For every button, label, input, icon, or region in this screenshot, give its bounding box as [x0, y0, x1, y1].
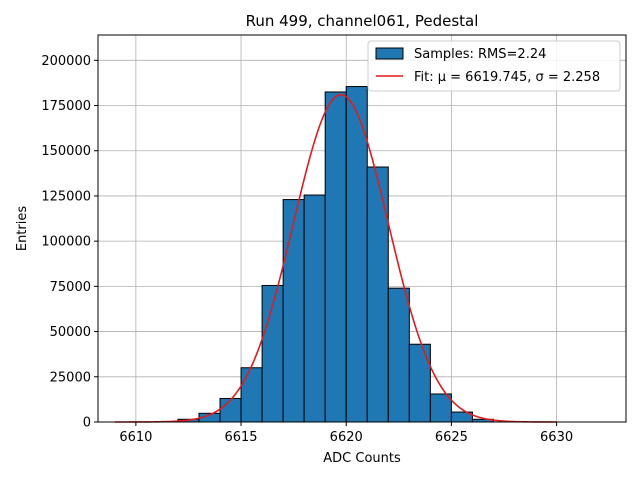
y-axis-ticks: 0 25000 50000 75000 100000 125000 150000 175000… — [41, 54, 98, 431]
histogram-bar — [282, 199, 305, 423]
histogram-bar — [303, 194, 326, 423]
histogram-bar — [429, 393, 452, 423]
y-tick-label: 125000 — [41, 189, 91, 204]
histogram-bar — [345, 86, 368, 423]
legend-label-histogram: Samples: RMS=2.24 — [414, 47, 546, 62]
y-tick-label: 25000 — [50, 370, 91, 385]
axes-frame — [97, 34, 627, 423]
x-tick-label: 6620 — [330, 430, 363, 445]
x-tick-label: 6610 — [119, 430, 152, 445]
histogram-bar — [387, 287, 410, 423]
gaussian-fit-curve — [114, 93, 557, 423]
legend-box — [367, 40, 621, 92]
chart-title: Run 499, channel061, Pedestal — [246, 12, 479, 30]
y-axis-label: Entries — [15, 206, 30, 252]
histogram-bar — [240, 367, 263, 423]
legend-label-fit: Fit: μ = 6619.745, σ = 2.258 — [414, 70, 600, 85]
histogram-bars — [156, 86, 494, 423]
legend-swatch-histogram — [375, 47, 404, 60]
y-tick-label: 75000 — [50, 280, 91, 295]
x-tick-label: 6615 — [224, 430, 257, 445]
y-tick-label: 50000 — [50, 325, 91, 340]
y-tick-label: 200000 — [41, 54, 91, 69]
x-tick-label: 6625 — [435, 430, 468, 445]
y-tick-label: 150000 — [41, 144, 91, 159]
y-tick-label: 100000 — [41, 235, 91, 250]
y-tick-label: 0 — [83, 416, 91, 431]
x-tick-label: 6630 — [540, 430, 573, 445]
x-axis-label: ADC Counts — [323, 451, 401, 466]
legend: Samples: RMS=2.24 Fit: μ = 6619.745, σ =… — [367, 40, 621, 92]
x-axis-ticks: 6610 6615 6620 6625 6630 — [119, 422, 573, 445]
y-tick-label: 175000 — [41, 99, 91, 114]
histogram-bar — [219, 397, 242, 423]
histogram-bar — [366, 166, 389, 423]
histogram-bar — [324, 91, 347, 423]
histogram-bar — [408, 343, 431, 423]
